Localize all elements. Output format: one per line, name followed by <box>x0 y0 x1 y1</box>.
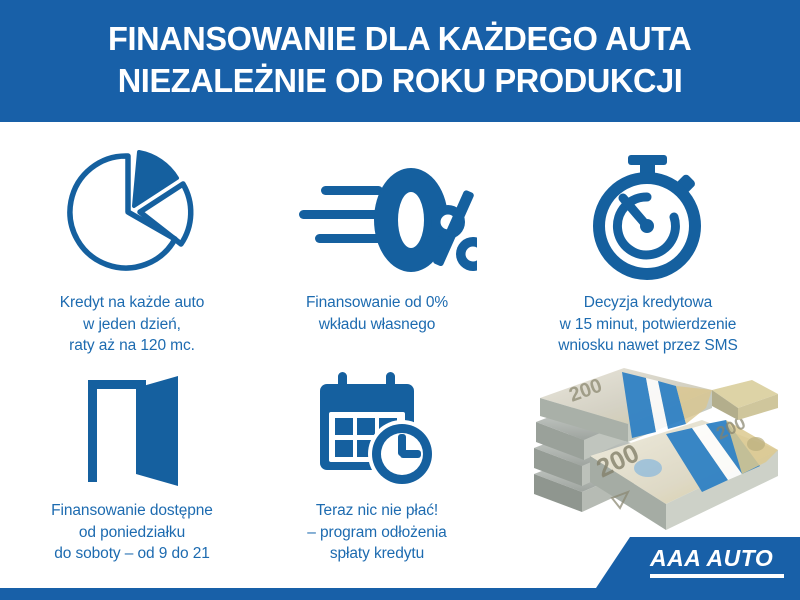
feature-caption: Finansowanie od 0% wkładu własnego <box>306 292 448 335</box>
feature-grid: Kredyt na każde auto w jeden dzień, raty… <box>0 122 800 588</box>
open-door-icon <box>74 360 190 490</box>
caption-line: Teraz nic nie płać! <box>315 502 439 519</box>
feature-item-credit: Kredyt na każde auto w jeden dzień, raty… <box>8 134 256 357</box>
logo-text: AAA AUTO <box>650 545 774 571</box>
caption-line: raty aż na 120 mc. <box>69 337 195 354</box>
headline-line-2: NIEZALEŻNIE OD ROKU PRODUKCJI <box>117 63 683 100</box>
feature-caption: Decyzja kredytowa w 15 minut, potwierdze… <box>558 292 738 357</box>
bottom-bar <box>0 588 800 600</box>
feature-caption: Kredyt na każde auto w jeden dzień, raty… <box>60 292 205 357</box>
caption-line: w 15 minut, potwierdzenie <box>559 315 737 333</box>
caption-line: Decyzja kredytowa <box>583 294 713 311</box>
feature-item-zero-percent: Finansowanie od 0% wkładu własnego <box>258 134 496 335</box>
caption-line: w jeden dzień, <box>83 315 181 333</box>
feature-item-decision-time: Decyzja kredytowa w 15 minut, potwierdze… <box>498 134 798 357</box>
logo-underline <box>650 574 784 578</box>
caption-line: wkładu własnego <box>318 315 436 333</box>
banknote-stacks-icon: 200 200 200 <box>516 358 786 548</box>
header-banner: FINANSOWANIE DLA KAŻDEGO AUTA NIEZALEŻNI… <box>0 0 800 122</box>
zero-percent-icon <box>277 134 477 284</box>
caption-line: Kredyt na każde auto <box>59 294 205 311</box>
feature-caption: Finansowanie dostępne od poniedziałku do… <box>51 500 213 565</box>
feature-item-deferred-payment: Teraz nic nie płać! – program odłożenia … <box>258 360 496 565</box>
feature-item-opening-hours: Finansowanie dostępne od poniedziałku do… <box>8 360 256 565</box>
caption-line: do soboty – od 9 do 21 <box>54 545 210 562</box>
caption-line: Finansowanie dostępne <box>51 502 213 519</box>
caption-line: spłaty kredytu <box>329 545 425 562</box>
caption-line: wniosku nawet przez SMS <box>558 337 738 354</box>
calendar-clock-icon <box>314 360 440 490</box>
pie-chart-icon <box>65 134 199 284</box>
caption-line: – program odłożenia <box>307 523 447 541</box>
stopwatch-icon <box>583 134 713 284</box>
feature-caption: Teraz nic nie płać! – program odłożenia … <box>307 500 447 565</box>
caption-line: od poniedziałku <box>78 523 186 541</box>
headline-line-1: FINANSOWANIE DLA KAŻDEGO AUTA <box>108 21 692 58</box>
caption-line: Finansowanie od 0% <box>305 294 449 311</box>
